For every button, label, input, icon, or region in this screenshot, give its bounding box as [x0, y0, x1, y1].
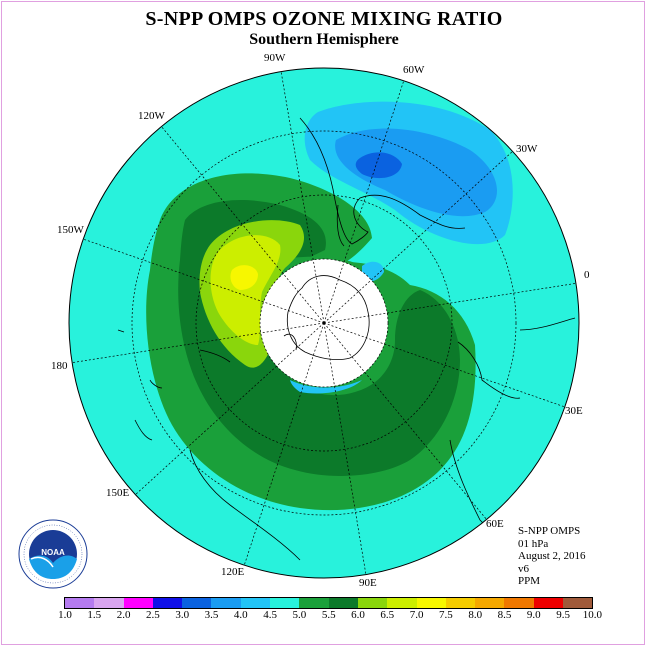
colorbar-swatch: [328, 598, 358, 608]
colorbar-tick-label: 7.5: [439, 609, 453, 621]
colorbar-tick-label: 1.5: [87, 609, 102, 621]
colorbar-tick-label: 2.0: [116, 609, 131, 621]
lon-label-30w: 30W: [516, 143, 538, 155]
colorbar-tick-label: 4.5: [263, 609, 277, 621]
graticule: [69, 70, 579, 576]
map-title: S-NPP OMPS OZONE MIXING RATIO: [145, 8, 503, 30]
info-version: v6: [518, 562, 529, 575]
blue-patch-south: [290, 380, 362, 394]
info-pressure-level: 01 hPa: [518, 537, 549, 550]
lon-label-180: 180: [51, 360, 68, 372]
colorbar-swatch: [123, 598, 153, 608]
map-subtitle: Southern Hemisphere: [249, 31, 399, 48]
colorbar-swatch: [416, 598, 446, 608]
blue-region-core: [355, 152, 402, 179]
colorbar-swatch: [270, 598, 300, 608]
colorbar-swatch: [299, 598, 329, 608]
colorbar-swatch: [563, 598, 593, 608]
colorbar-swatch: [182, 598, 212, 608]
colorbar-tick-label: 9.0: [526, 609, 541, 621]
colorbar-tick-label: 5.5: [321, 609, 336, 621]
lon-label-60w: 60W: [403, 64, 425, 76]
colorbar-tick-label: 3.5: [204, 609, 219, 621]
colorbar-tick-label: 8.5: [497, 609, 512, 621]
colorbar-swatch: [65, 598, 95, 608]
colorbar-tick-label: 7.0: [409, 609, 424, 621]
lon-label-150e: 150E: [106, 487, 130, 499]
noaa-logo: NOAA: [18, 519, 88, 589]
info-units: PPM: [518, 575, 541, 587]
lon-label-120w: 120W: [138, 110, 165, 122]
lon-label-150w: 150W: [57, 224, 84, 236]
colorbar-tick-label: 6.0: [351, 609, 365, 621]
colorbar-swatch: [240, 598, 271, 608]
colorbar-swatch: [445, 598, 476, 608]
map-boundary: [68, 67, 580, 579]
info-satellite: S-NPP OMPS: [518, 525, 581, 537]
colorbar-tick-label: 2.5: [146, 609, 160, 621]
colorbar-tick-label: 3.0: [175, 609, 190, 621]
colorbar-tick-label: 6.5: [380, 609, 395, 621]
lon-label-60e: 60E: [486, 518, 504, 530]
colorbar-swatch: [357, 598, 388, 608]
info-text: S-NPP OMPS 01 hPa August 2, 2016 v6 PPM: [518, 525, 586, 588]
yellow-green-region: [210, 235, 281, 345]
lon-label-0: 0: [584, 269, 590, 281]
colorbar-swatch: [387, 598, 417, 608]
lon-label-120e: 120E: [221, 566, 245, 578]
colorbar-tick-label: 5.0: [292, 609, 307, 621]
blue-region-mid: [335, 128, 497, 217]
lon-label-90e: 90E: [359, 577, 377, 589]
lon-label-30e: 30E: [565, 405, 583, 417]
colorbar-tick-label: 4.0: [233, 609, 248, 621]
colorbar: [64, 597, 594, 609]
info-date: August 2, 2016: [518, 550, 586, 562]
colorbar-tick-label: 9.5: [556, 609, 570, 621]
colorbar-swatch: [504, 598, 534, 608]
colorbar-swatch: [475, 598, 505, 608]
colorbar-swatch: [94, 598, 124, 608]
yellow-region: [230, 265, 258, 290]
colorbar-swatch: [211, 598, 241, 608]
colorbar-tick-label: 8.0: [468, 609, 483, 621]
colorbar-tick-label: 10.0: [582, 609, 603, 621]
noaa-logo-text: NOAA: [41, 548, 65, 557]
lon-label-90w: 90W: [264, 52, 286, 64]
colorbar-swatch: [152, 598, 183, 608]
colorbar-swatch: [533, 598, 564, 608]
colorbar-tick-label: 1.0: [58, 609, 72, 621]
